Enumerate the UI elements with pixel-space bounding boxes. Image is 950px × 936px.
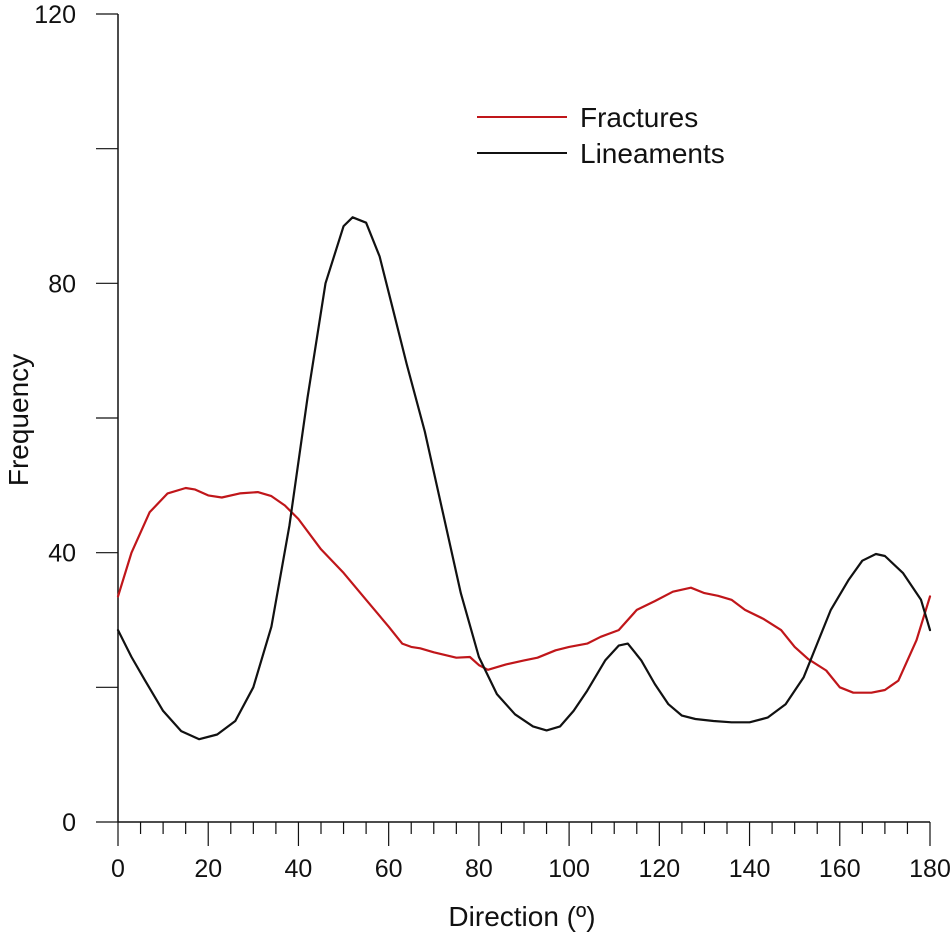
x-tick-label: 60	[375, 855, 403, 883]
legend-label-fractures: Fractures	[580, 102, 698, 133]
x-tick-label: 140	[729, 855, 771, 883]
legend: Fractures Lineaments	[477, 102, 725, 169]
x-tick-label: 120	[638, 855, 680, 883]
y-tick-label: 0	[62, 809, 76, 837]
axes: 0 20 40 60 80 100 120 140 160 180 0 40 80 120	[34, 1, 950, 883]
y-tick-label: 40	[48, 540, 76, 568]
x-tick-label: 160	[819, 855, 861, 883]
x-tick-label: 180	[909, 855, 950, 883]
y-axis-title: Frequency	[3, 354, 34, 486]
y-tick-label: 120	[34, 1, 76, 29]
legend-label-lineaments: Lineaments	[580, 138, 725, 169]
series-line-lineaments	[116, 216, 932, 741]
x-tick-label: 40	[285, 855, 313, 883]
series-group	[116, 216, 932, 741]
x-tick-label: 20	[194, 855, 222, 883]
x-tick-label: 100	[548, 855, 590, 883]
series-line-fractures	[116, 486, 932, 694]
x-tick-label: 0	[111, 855, 125, 883]
y-tick-label: 80	[48, 270, 76, 298]
x-axis-title: Direction (º)	[448, 901, 595, 932]
x-tick-label: 80	[465, 855, 493, 883]
